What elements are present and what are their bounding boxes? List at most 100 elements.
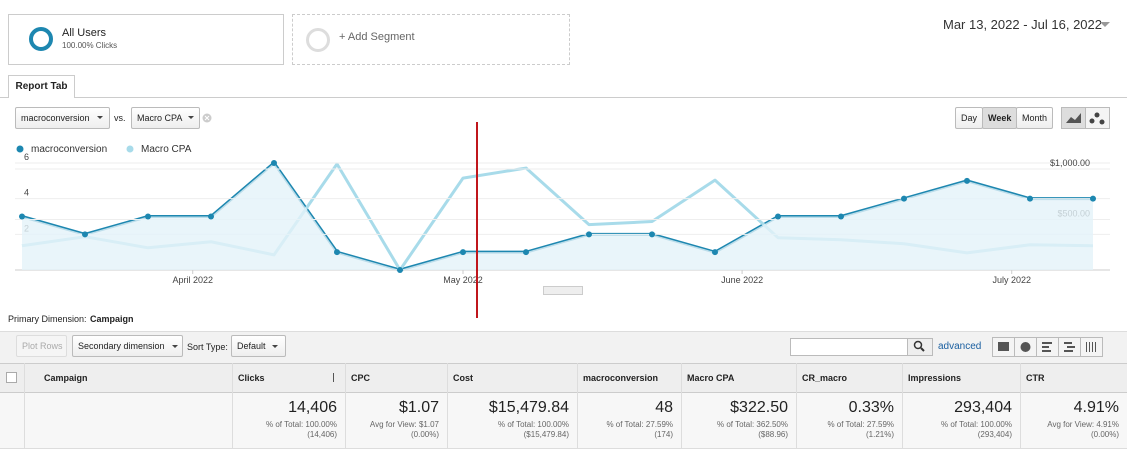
- legend-label: macroconversion: [31, 144, 107, 155]
- column-header[interactable]: Campaign: [44, 373, 88, 383]
- column-header[interactable]: Impressions: [908, 373, 962, 383]
- column-divider: [1020, 363, 1021, 449]
- total-percent: % of Total: 27.59%: [606, 420, 673, 429]
- sort-label: Sort Type:: [187, 342, 228, 352]
- point: [649, 231, 655, 238]
- column-header[interactable]: CR_macro: [802, 373, 848, 383]
- column-divider: [796, 363, 797, 449]
- point: [901, 195, 907, 202]
- granularity-button[interactable]: Month: [1016, 107, 1053, 129]
- total-base: ($88.96): [758, 430, 788, 439]
- plot-rows-button[interactable]: Plot Rows: [16, 335, 67, 357]
- point: [397, 267, 403, 273]
- column-divider: [577, 363, 578, 449]
- segment-name: All Users: [62, 27, 107, 39]
- point: [334, 249, 340, 256]
- y-tick-label: 4: [24, 188, 29, 198]
- date-range[interactable]: Mar 13, 2022 - Jul 16, 2022: [943, 17, 1102, 32]
- total-percent: Avg for View: 4.91%: [1047, 420, 1119, 429]
- total-value: 4.91%: [1073, 399, 1119, 416]
- point: [1027, 195, 1033, 202]
- total-base: (293,404): [977, 430, 1012, 439]
- column-header[interactable]: Macro CPA: [687, 373, 735, 383]
- granularity-button[interactable]: Week: [982, 107, 1017, 129]
- column-divider: [447, 363, 448, 449]
- total-base: (1.21%): [865, 430, 894, 439]
- sort-select[interactable]: Default: [231, 335, 286, 357]
- granularity-button[interactable]: Day: [955, 107, 983, 129]
- point: [964, 177, 970, 184]
- column-divider: [345, 363, 346, 449]
- annotation-line: [476, 122, 478, 318]
- total-value: 293,404: [954, 399, 1012, 416]
- total-value: 48: [655, 399, 673, 416]
- point: [1090, 195, 1096, 202]
- point: [586, 231, 592, 238]
- total-value: $15,479.84: [488, 399, 569, 416]
- sort-arrow: [333, 373, 334, 382]
- column-divider: [24, 363, 25, 449]
- legend-label: Macro CPA: [141, 144, 192, 155]
- area-fill: [22, 163, 1093, 270]
- total-percent: % of Total: 100.00%: [265, 420, 337, 429]
- total-base: (0.00%): [410, 430, 439, 439]
- legend-swatch: [16, 145, 24, 153]
- metric-select[interactable]: Macro CPA: [131, 107, 200, 129]
- segment-icon: [29, 27, 53, 51]
- total-percent: % of Total: 100.00%: [940, 420, 1012, 429]
- total-base: ($15,479.84): [523, 430, 569, 439]
- primary-dimension-label: Primary Dimension:: [8, 314, 87, 324]
- total-percent: % of Total: 362.50%: [716, 420, 788, 429]
- chart-type-buttons[interactable]: [1061, 107, 1111, 129]
- advanced-link[interactable]: advanced: [938, 341, 982, 352]
- legend-swatch: [126, 145, 134, 153]
- y2-tick-label: $1,000.00: [1050, 158, 1090, 168]
- y-tick-label: 6: [24, 152, 29, 162]
- x-tick-label: June 2022: [721, 275, 763, 285]
- column-divider: [902, 363, 903, 449]
- segment-sub: 100.00% Clicks: [62, 41, 118, 50]
- point: [460, 249, 466, 256]
- date-arrow: [1100, 22, 1110, 27]
- point: [775, 213, 781, 220]
- total-percent: Avg for View: $1.07: [369, 420, 439, 429]
- total-percent: % of Total: 100.00%: [497, 420, 569, 429]
- point: [712, 249, 718, 256]
- tab-rule: [0, 97, 1127, 98]
- total-value: 14,406: [288, 399, 337, 416]
- report-tab[interactable]: Report Tab: [8, 75, 75, 98]
- checkbox[interactable]: [6, 372, 17, 383]
- segment-card[interactable]: [8, 14, 284, 65]
- column-header[interactable]: CPC: [351, 373, 371, 383]
- point: [523, 249, 529, 256]
- column-divider: [232, 363, 233, 449]
- metric-select[interactable]: macroconversion: [15, 107, 110, 129]
- column-header[interactable]: CTR: [1026, 373, 1045, 383]
- x-tick-label: July 2022: [992, 275, 1031, 285]
- x-tick-label: April 2022: [172, 275, 213, 285]
- primary-dimension-value[interactable]: Campaign: [90, 314, 134, 324]
- collapse-handle[interactable]: [543, 286, 583, 295]
- x-tick-label: May 2022: [443, 275, 483, 285]
- header-row: [0, 363, 1127, 393]
- point: [271, 160, 277, 166]
- total-value: $1.07: [398, 399, 439, 416]
- total-value: $322.50: [730, 399, 788, 416]
- point: [19, 213, 25, 220]
- add-segment-label: + Add Segment: [339, 31, 415, 43]
- total-base: (174): [654, 430, 673, 439]
- point: [82, 231, 88, 238]
- totals-row: [0, 393, 1127, 449]
- add-segment-icon: [306, 28, 330, 52]
- column-header[interactable]: Clicks: [238, 373, 265, 383]
- point: [208, 213, 214, 220]
- column-header[interactable]: Cost: [453, 373, 473, 383]
- total-percent: % of Total: 27.59%: [827, 420, 894, 429]
- vs-label: vs.: [114, 113, 126, 123]
- add-segment[interactable]: [292, 14, 570, 65]
- point: [145, 213, 151, 220]
- secondary-dimension[interactable]: Secondary dimension: [72, 335, 183, 357]
- point: [838, 213, 844, 220]
- column-header[interactable]: macroconversion: [583, 373, 659, 383]
